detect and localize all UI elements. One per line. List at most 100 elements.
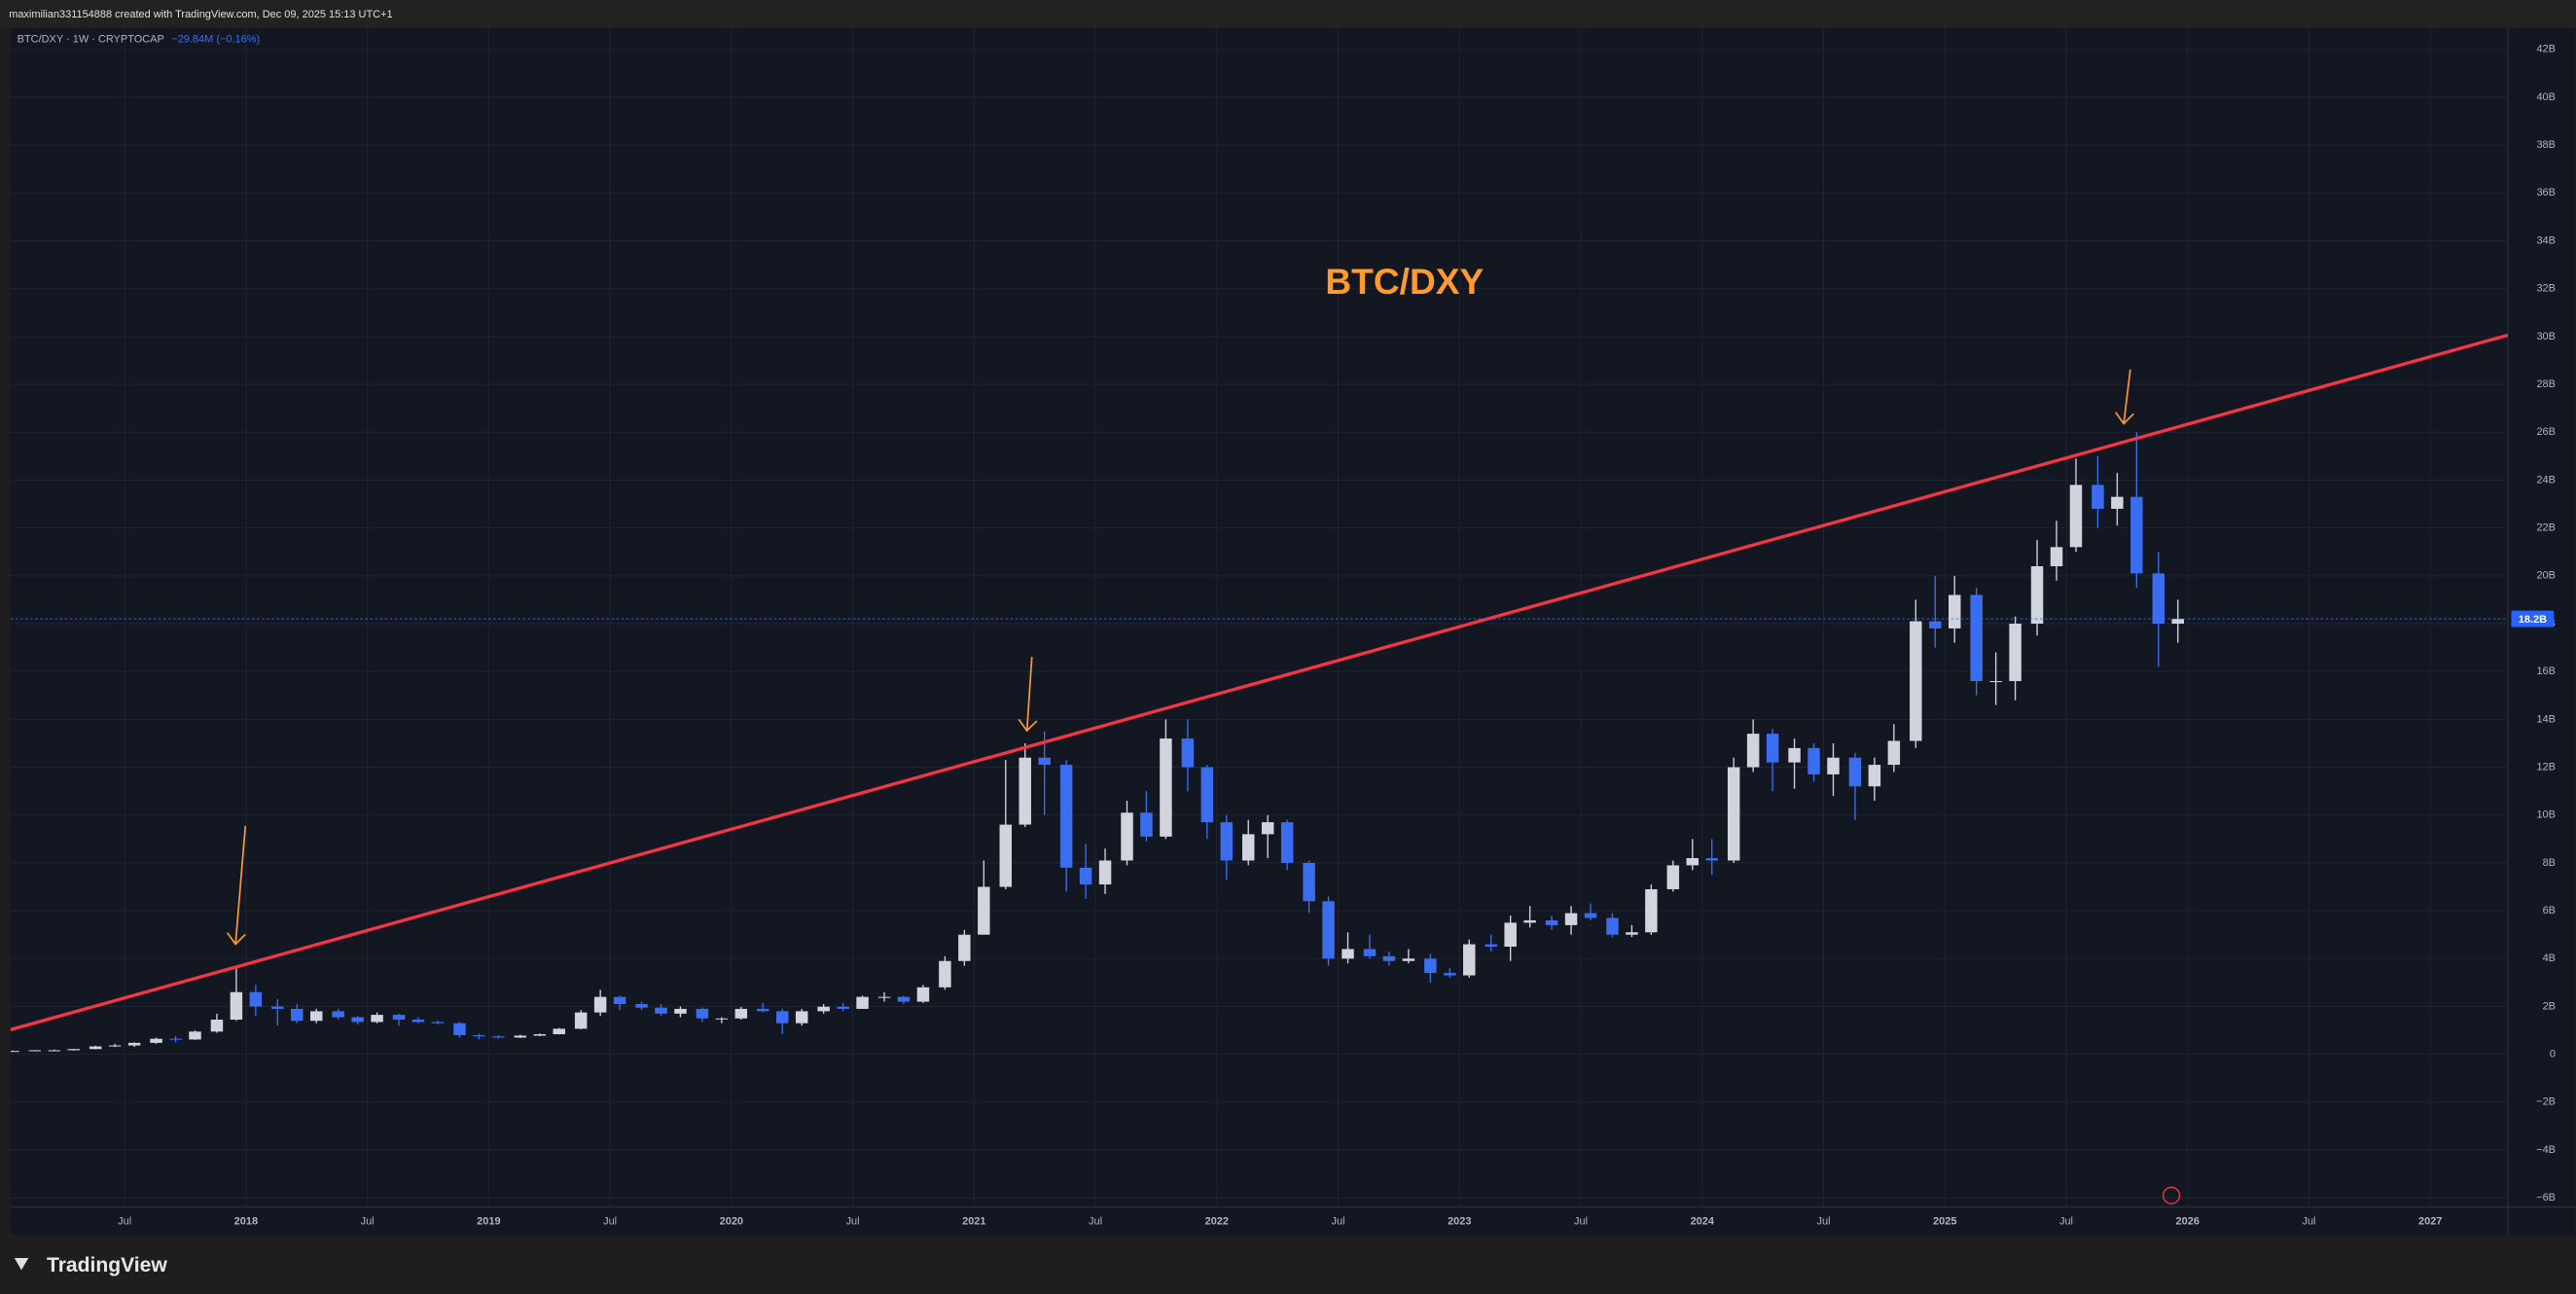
candle-body xyxy=(210,1019,224,1032)
candle-body xyxy=(635,1004,648,1008)
legend-text: BTC/DXY · 1W · CRYPTOCAP xyxy=(18,33,164,45)
candle-body xyxy=(1200,767,1214,823)
candle-body xyxy=(655,1007,667,1014)
candle-body xyxy=(1485,944,1497,947)
candle-body xyxy=(1363,949,1377,956)
y-tick-label: 4B xyxy=(2543,953,2556,964)
y-tick-label: 12B xyxy=(2536,761,2556,773)
candle-body xyxy=(453,1023,466,1035)
candle-body xyxy=(775,1011,789,1024)
candle-body xyxy=(613,996,626,1005)
candle-body xyxy=(837,1006,849,1009)
candle-body xyxy=(1848,757,1862,787)
candle-body xyxy=(1910,621,1922,741)
candle-body xyxy=(2030,565,2044,625)
candle-body xyxy=(249,991,263,1007)
candle-body xyxy=(1564,913,1578,925)
candle-body xyxy=(1686,858,1699,866)
x-tick-label: 2019 xyxy=(477,1216,500,1228)
candle-body xyxy=(1424,958,1437,974)
candle-body xyxy=(332,1011,344,1018)
y-tick-label: 38B xyxy=(2536,139,2556,151)
candle-body xyxy=(48,1050,61,1052)
candle-body xyxy=(1322,901,1335,959)
brand: TradingView xyxy=(47,1254,167,1276)
candle-body xyxy=(533,1033,546,1036)
candle-body xyxy=(1241,834,1255,861)
candle-body xyxy=(1948,594,1961,629)
candle-body xyxy=(1121,812,1133,861)
y-tick-label: 20B xyxy=(2536,570,2556,582)
candle-body xyxy=(1382,955,1396,961)
logo-mark: ⯆ xyxy=(13,1253,31,1278)
y-tick-label: 2B xyxy=(2543,1000,2556,1012)
chart-background xyxy=(10,27,2576,1236)
candle-body xyxy=(351,1017,364,1023)
candle-body xyxy=(492,1036,505,1038)
candle-body xyxy=(392,1015,406,1020)
candle-body xyxy=(1019,757,1031,825)
candle-body xyxy=(999,824,1012,887)
candle-body xyxy=(473,1034,485,1037)
candle-body xyxy=(1181,738,1195,768)
candle-body xyxy=(856,996,869,1009)
candle-body xyxy=(1463,944,1476,976)
candle-body xyxy=(1140,812,1153,837)
x-tick-label: 2020 xyxy=(720,1216,743,1228)
candle-body xyxy=(1827,757,1840,774)
candle-body xyxy=(1666,865,1680,889)
y-tick-label: −2B xyxy=(2536,1096,2556,1108)
plot-area xyxy=(10,333,2509,1053)
candle-body xyxy=(1280,822,1294,863)
header-bar xyxy=(0,0,2576,28)
x-tick-label: Jul xyxy=(1816,1216,1830,1228)
candle-body xyxy=(1545,919,1558,925)
candle-body xyxy=(593,996,607,1013)
trendline xyxy=(10,333,2509,1031)
candle-body xyxy=(1645,888,1658,933)
candle-body xyxy=(1746,734,1760,768)
chart-title: BTC/DXY xyxy=(1325,261,1484,302)
candle-body xyxy=(696,1008,709,1019)
candle-body xyxy=(1160,738,1172,837)
x-tick-label: Jul xyxy=(1332,1216,1345,1228)
candle-body xyxy=(1059,765,1073,868)
candle-body xyxy=(958,934,971,961)
candle-body xyxy=(939,960,951,988)
candle-body xyxy=(514,1035,527,1038)
candle-body xyxy=(1079,867,1092,885)
candle-body xyxy=(1261,822,1274,835)
candle-body xyxy=(1788,747,1801,763)
candle-body xyxy=(1402,958,1415,961)
candle-body xyxy=(230,991,243,1020)
y-tick-label: 14B xyxy=(2536,713,2556,725)
candle-body xyxy=(1766,734,1779,763)
candle-body xyxy=(1038,757,1051,766)
candle-body xyxy=(2069,485,2083,548)
candle-body xyxy=(1523,919,1536,923)
candle-body xyxy=(1606,917,1619,935)
candle-body xyxy=(674,1008,687,1014)
y-tick-label: 26B xyxy=(2536,426,2556,438)
candle-body xyxy=(2171,619,2184,625)
candle-body xyxy=(2130,496,2143,574)
candle-body xyxy=(67,1049,80,1051)
candle-body xyxy=(431,1022,445,1024)
x-tick-label: Jul xyxy=(846,1216,860,1228)
candle-body xyxy=(795,1011,808,1024)
x-tick-label: Jul xyxy=(2059,1216,2073,1228)
y-tick-label: 16B xyxy=(2536,665,2556,677)
alert-icon[interactable] xyxy=(2162,1186,2181,1204)
x-tick-label: 2025 xyxy=(1933,1216,1956,1228)
y-tick-label: 40B xyxy=(2536,91,2556,103)
candle-body xyxy=(291,1008,304,1022)
candle-body xyxy=(1970,594,1983,682)
x-tick-label: Jul xyxy=(118,1216,131,1228)
arrow xyxy=(2114,369,2134,425)
candle-body xyxy=(271,1006,284,1009)
candle-body xyxy=(1929,621,1942,629)
candle-body xyxy=(2111,496,2124,509)
y-tick-label: 0 xyxy=(2550,1049,2556,1060)
candle-body xyxy=(715,1018,729,1020)
